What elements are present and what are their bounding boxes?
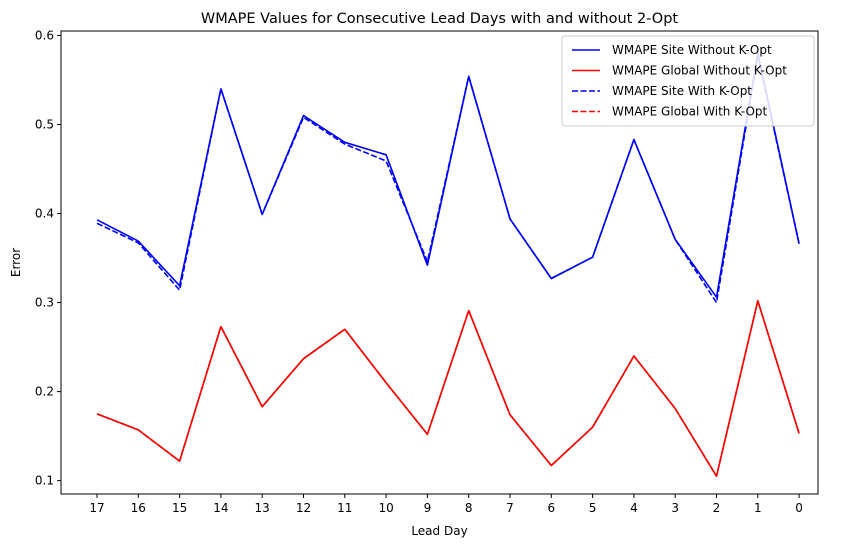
x-tick-label: 9 [424,501,432,515]
plot-frame [60,30,819,495]
x-tick-label: 2 [713,501,721,515]
y-tick-label: 0.5 [35,117,54,131]
x-tick-label: 11 [337,501,352,515]
legend-entry: WMAPE Site Without K-Opt [612,43,772,57]
legend-entry: WMAPE Site With K-Opt [612,84,752,98]
legend-entry: WMAPE Global Without K-Opt [612,64,787,78]
x-tick-label: 0 [795,501,803,515]
x-tick-label: 12 [296,501,311,515]
x-axis-label: Lead Day [411,524,467,538]
x-tick-label: 3 [671,501,679,515]
series-line-3 [96,55,800,304]
x-axis-ticks: 17 16 15 14 13 12 11 10 9 8 7 6 5 4 3 2 1 0 [89,494,803,515]
x-tick-label: 13 [255,501,270,515]
x-tick-label: 14 [213,501,228,515]
series-line-4 [96,299,800,478]
x-tick-label: 7 [506,501,514,515]
x-tick-label: 16 [131,501,146,515]
x-tick-label: 4 [630,501,638,515]
legend: WMAPE Site Without K-Opt WMAPE Global Wit… [561,35,815,127]
y-tick-label: 0.1 [35,474,54,488]
y-tick-label: 0.6 [35,28,54,42]
y-tick-label: 0.4 [35,207,54,221]
x-tick-label: 1 [754,501,762,515]
x-tick-label: 17 [89,501,104,515]
y-tick-label: 0.2 [35,385,54,399]
legend-entry: WMAPE Global With K-Opt [612,105,768,119]
x-tick-label: 5 [589,501,597,515]
x-tick-label: 8 [465,501,473,515]
legend-box [561,35,815,127]
y-tick-label: 0.3 [35,296,54,310]
plot-lines [96,52,800,478]
y-axis-label: Error [9,248,23,277]
x-tick-label: 10 [378,501,393,515]
x-tick-label: 6 [547,501,555,515]
x-tick-label: 15 [172,501,187,515]
chart-title: WMAPE Values for Consecutive Lead Days w… [201,11,679,27]
y-axis-ticks: 0.1 0.2 0.3 0.4 0.5 0.6 [35,28,61,488]
